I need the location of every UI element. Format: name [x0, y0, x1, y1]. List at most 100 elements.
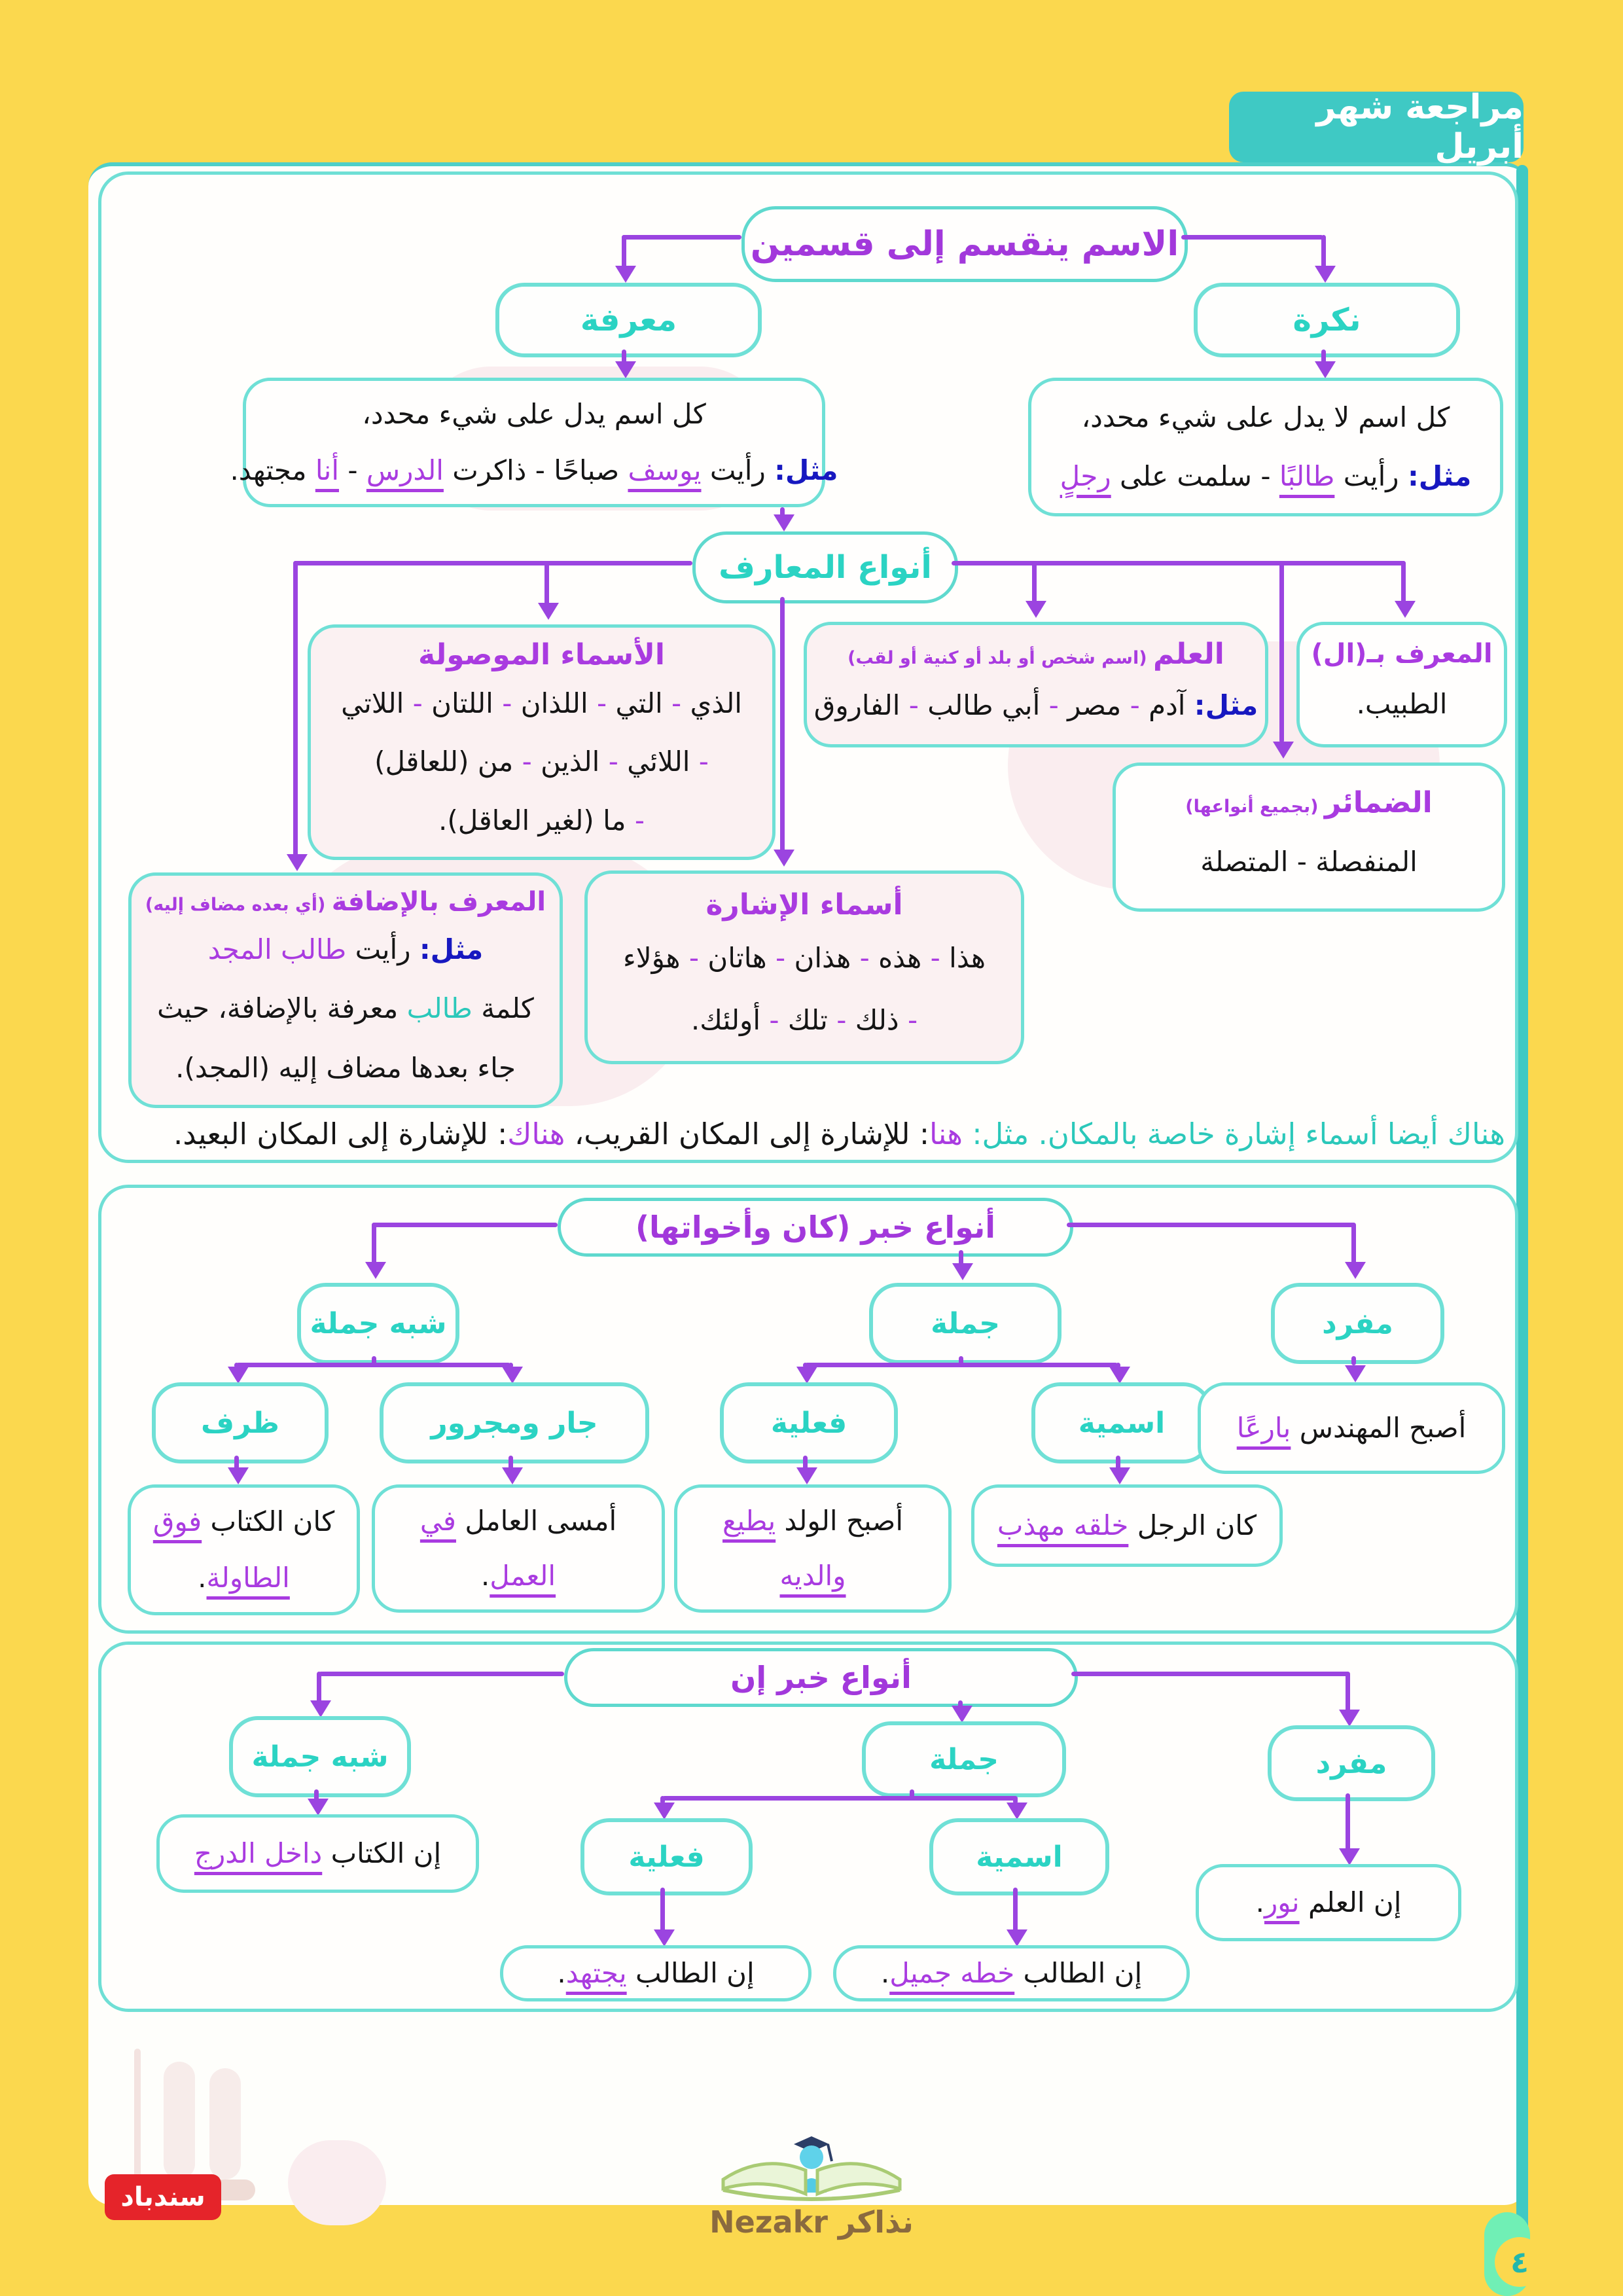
box-line: مثل: آدم - مصر - أبي طالب - الفاروق: [813, 689, 1258, 722]
kana-shibh-node: شبه جملة: [297, 1283, 459, 1364]
place-demonstratives-note: هناك أيضا أسماء إشارة خاصة بالمكان. مثل:…: [173, 1117, 1505, 1151]
example-line: الطاولة.: [198, 1562, 290, 1594]
flow-line: [372, 1223, 376, 1265]
flow-line: [234, 1363, 239, 1368]
flow-arrow: [796, 1367, 817, 1384]
flow-arrow: [615, 361, 636, 378]
flow-line: [314, 1789, 319, 1801]
flow-line: [1013, 1888, 1018, 1932]
flow-line: [662, 1796, 1017, 1801]
inna-shibh-example-box: إن الكتاب داخل الدرج: [156, 1814, 479, 1893]
flow-line: [959, 1356, 963, 1365]
flow-line: [1279, 561, 1284, 743]
flow-arrow: [796, 1467, 817, 1484]
inna-filiya-node: فعلية: [580, 1818, 753, 1895]
definition-line: مثل: رأيت طالبًا - سلمت على رجلٍ: [1060, 460, 1472, 493]
example-line: إن الطالب خطه جميل.: [880, 1956, 1143, 1989]
flow-arrow: [1007, 1929, 1027, 1946]
definition-line: كل اسم لا يدل على شيء محدد،: [1081, 401, 1450, 434]
example-line: إن الكتاب داخل الدرج: [194, 1837, 442, 1870]
side-accent-bar: [1516, 165, 1528, 2245]
kana-jar-node: جار ومجرور: [380, 1382, 649, 1463]
flow-arrow: [1026, 601, 1046, 618]
definite-definition-box: كل اسم يدل على شيء محدد، مثل: رأيت يوسف …: [230, 378, 838, 507]
character-illustration: [164, 2062, 195, 2179]
kana-mufrad-node: مفرد: [1271, 1283, 1444, 1364]
kana-mufrad-example-box: أصبح المهندس بارعًا: [1198, 1382, 1505, 1474]
box-title: العلم (اسم شخص أو بلد أو كنية أو لقب): [847, 637, 1224, 672]
box-line: مثل: رأيت طالب المجد: [207, 933, 484, 966]
flow-arrow: [308, 1799, 329, 1816]
nezakr-book-icon: [721, 2136, 902, 2201]
flow-line: [1071, 1672, 1349, 1676]
flow-line: [293, 561, 298, 859]
flow-arrow: [774, 514, 794, 531]
flow-arrow: [1339, 1710, 1360, 1727]
noun-diagram-title: الاسم ينقسم إلى قسمين: [741, 206, 1188, 282]
box-title: الأسماء الموصولة: [418, 637, 665, 672]
inna-filiya-example-box: إن الطالب يجتهد.: [500, 1945, 812, 2001]
flow-line: [1401, 561, 1406, 604]
flow-line: [1116, 1363, 1120, 1368]
flow-line: [1013, 1796, 1018, 1804]
idafa-box: المعرف بالإضافة (أي بعده مضاف إليه) مثل:…: [128, 872, 563, 1108]
flow-line: [508, 1363, 513, 1368]
relative-pronouns-box: الأسماء الموصولة الذي - التي - اللذان - …: [308, 624, 776, 860]
flow-line: [958, 1700, 963, 1710]
flow-line: [780, 597, 785, 852]
flow-arrow: [1395, 601, 1416, 618]
flow-arrow: [1109, 1367, 1130, 1384]
flow-line: [1321, 350, 1326, 369]
box-line: الذي - التي - اللذان - اللتان - اللاتي: [341, 687, 742, 720]
flow-line: [1351, 1356, 1356, 1365]
flow-line: [959, 1250, 963, 1267]
kana-diagram-title: أنواع خبر (كان وأخواتها): [558, 1198, 1073, 1257]
box-title: المعرف بالإضافة (أي بعده مضاف إليه): [145, 886, 546, 917]
definite-types-title: أنواع المعارف: [692, 531, 958, 603]
flow-line: [1351, 1223, 1356, 1265]
flow-arrow: [1345, 1262, 1366, 1279]
example-line: كان الرجل خلقه مهذب: [997, 1509, 1257, 1542]
flow-arrow: [287, 854, 308, 871]
flow-line: [372, 1356, 376, 1365]
character-illustration: [288, 2140, 386, 2225]
flow-line: [622, 350, 626, 369]
flow-line: [317, 1672, 321, 1703]
box-line: كلمة طالب معرفة بالإضافة، حيث: [157, 992, 534, 1025]
kana-zarf-example-box: كان الكتاب فوق الطاولة.: [128, 1484, 360, 1615]
flow-line: [1346, 1672, 1350, 1712]
flow-arrow: [654, 1929, 675, 1946]
pronouns-box: الضمائر (بجميع أنواعها) المنفصلة - المتص…: [1113, 762, 1505, 912]
character-illustration: [209, 2068, 241, 2179]
example-line: كان الكتاب فوق: [152, 1505, 335, 1538]
flow-arrow: [654, 1803, 675, 1820]
box-title: المعرف بـ(ال): [1311, 638, 1493, 669]
flow-arrow: [228, 1367, 249, 1384]
example-line: أصبح الولد يطيع: [722, 1504, 903, 1537]
definite-node: معرفة: [495, 283, 762, 357]
inna-mufrad-example-box: إن العلم نور.: [1196, 1864, 1461, 1941]
inna-mufrad-node: مفرد: [1268, 1725, 1435, 1801]
box-line: - ما (لغير العاقل).: [438, 804, 645, 836]
indefinite-node: نكرة: [1194, 283, 1460, 357]
flow-arrow: [502, 1467, 523, 1484]
inna-jumla-node: جملة: [862, 1721, 1066, 1797]
review-badge: مراجعة شهر أبريل: [1229, 88, 1524, 166]
box-line: الطبيب.: [1356, 688, 1448, 721]
flow-arrow: [774, 850, 794, 867]
example-line: العمل.: [480, 1560, 556, 1592]
flow-line: [236, 1363, 510, 1367]
flow-line: [803, 1363, 808, 1368]
flow-arrow: [365, 1262, 386, 1279]
proper-noun-box: العلم (اسم شخص أو بلد أو كنية أو لقب) مث…: [804, 622, 1268, 747]
flow-line: [1116, 1456, 1120, 1471]
flow-line: [544, 561, 549, 607]
flow-line: [1032, 561, 1037, 604]
kana-ismiya-example-box: كان الرجل خلقه مهذب: [971, 1484, 1283, 1567]
box-title: أسماء الإشارة: [705, 888, 903, 922]
flow-arrow: [1315, 361, 1336, 378]
flow-line: [622, 235, 626, 273]
flow-arrow: [1345, 1365, 1366, 1382]
kana-jumla-node: جملة: [869, 1283, 1061, 1364]
